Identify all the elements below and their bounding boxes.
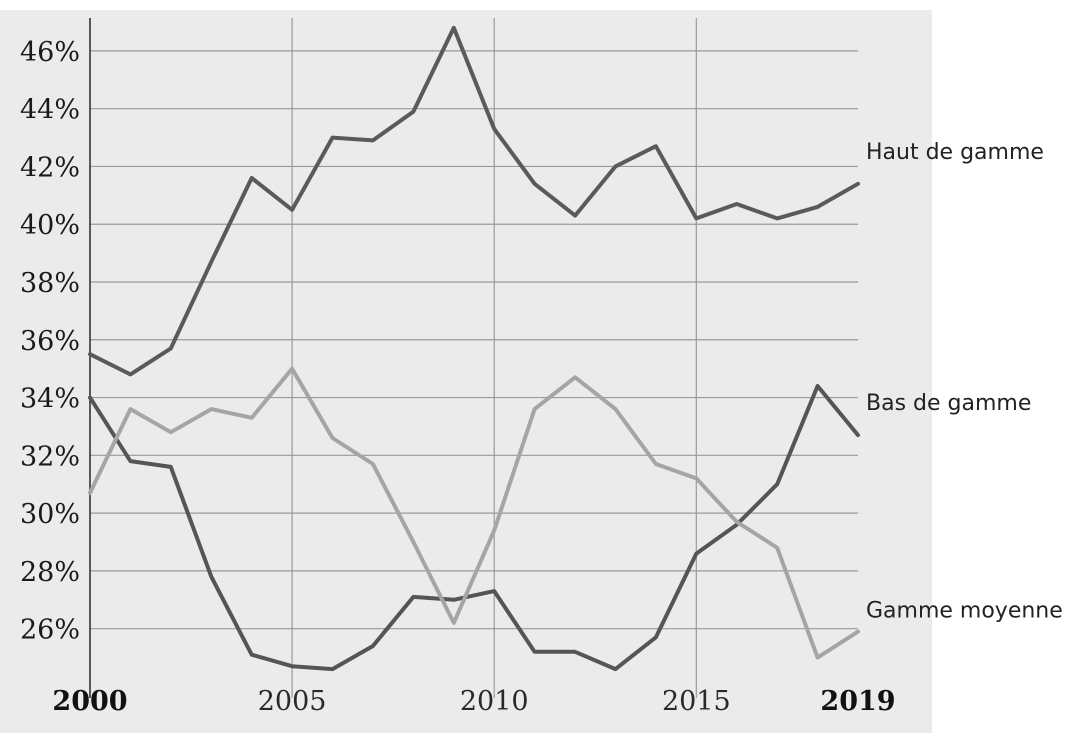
x-tick-label: 2015 <box>662 686 731 717</box>
y-tick-label: 42% <box>20 152 80 183</box>
y-tick-label: 38% <box>20 268 80 299</box>
y-tick-label: 36% <box>20 326 80 357</box>
series-lines <box>88 25 860 672</box>
x-tick-label: 2005 <box>258 686 327 717</box>
series-label: Gamme moyenne <box>866 599 1063 624</box>
series-line-0 <box>88 25 860 377</box>
x-tick-label: 2000 <box>52 686 127 717</box>
y-tick-label: 46% <box>20 37 80 68</box>
plot-background <box>0 10 932 733</box>
y-tick-label: 26% <box>20 615 80 646</box>
y-tick-label: 30% <box>20 499 80 530</box>
labels: 26% 28% 30% 32% 34% 36% 38% 40% 42% 44% 46% 2000 200… <box>20 37 1063 717</box>
y-tick-label: 40% <box>20 210 80 241</box>
series-label: Haut de gamme <box>866 140 1044 165</box>
y-tick-label: 44% <box>20 95 80 126</box>
series-line-2 <box>88 366 860 660</box>
gridlines <box>90 18 858 698</box>
series-line-1 <box>88 384 860 672</box>
x-tick-label: 2010 <box>460 686 529 717</box>
series-label: Bas de gamme <box>866 391 1031 416</box>
x-tick-label: 2019 <box>820 686 895 717</box>
y-tick-label: 32% <box>20 441 80 472</box>
y-tick-label: 28% <box>20 557 80 588</box>
y-tick-label: 34% <box>20 384 80 415</box>
